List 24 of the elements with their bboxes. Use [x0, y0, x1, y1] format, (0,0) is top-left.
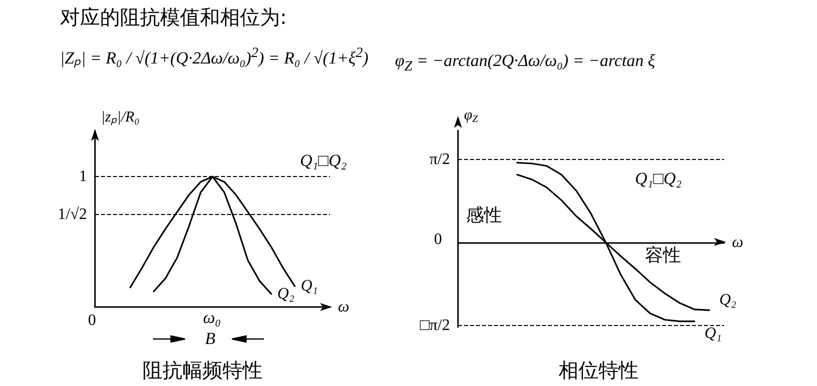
series-label: Q₂ [277, 285, 295, 302]
ref-line-label: □π/2 [420, 316, 450, 334]
text: 0 [434, 231, 442, 249]
text: Q₁□Q₂ [300, 151, 347, 171]
text: φ$_{Z}$ = −arctan(2Q·Δω/ω₀) = −arctan ξ [395, 51, 656, 75]
text: 对应的阻抗模值和相位为: [60, 5, 287, 29]
ref-line-label: 1/√2 [58, 206, 87, 223]
ref-line-label: 1 [79, 168, 87, 186]
x-axis-title: ω [732, 234, 744, 251]
annotation: 感性 [466, 205, 502, 226]
annotation: 容性 [645, 245, 681, 266]
ref-line-label: π/2 [429, 151, 450, 168]
text: 阻抗幅频特性 [142, 360, 262, 382]
y-axis-title: |zₚ|/R₀ [101, 110, 140, 126]
x-axis-title: ω [338, 298, 350, 316]
series-label: Q₂ [719, 292, 737, 309]
text: |Zₚ| = R₀ / √(1+(Q·2Δω/ω₀)$^{2}$) = R₀ / √(1+ξ$^{2}$) [60, 45, 368, 68]
text: ω₀ [203, 308, 221, 328]
series-label: Q₁ [704, 324, 722, 342]
annotation: Q₁□Q₂ [635, 169, 682, 189]
series-label: Q₁ [300, 278, 318, 295]
text: 0 [88, 312, 96, 330]
text: B [205, 329, 216, 349]
text: 相位特性 [558, 360, 638, 382]
